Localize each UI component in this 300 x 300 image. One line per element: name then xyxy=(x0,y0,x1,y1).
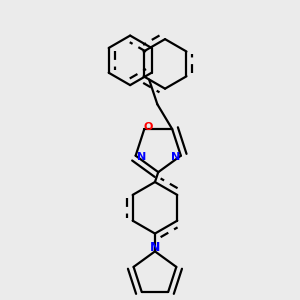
Text: N: N xyxy=(150,241,160,254)
Text: O: O xyxy=(144,122,153,133)
Text: N: N xyxy=(136,152,146,162)
Text: N: N xyxy=(171,152,180,162)
